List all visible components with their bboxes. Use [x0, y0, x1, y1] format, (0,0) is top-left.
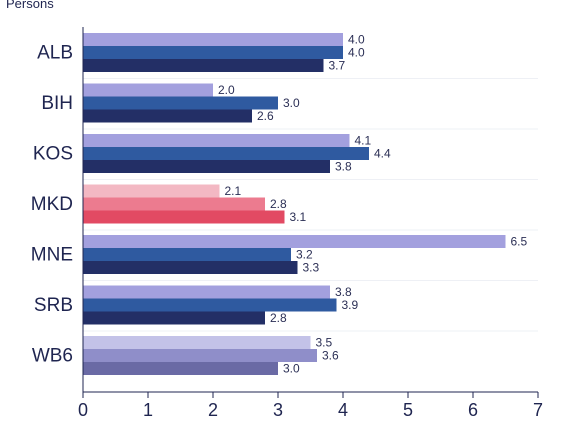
- bar-srb-2: [83, 298, 337, 312]
- data-label-srb-1: 3.8: [335, 285, 352, 299]
- x-tick-label: 0: [78, 400, 88, 420]
- bar-mne-2: [83, 248, 291, 261]
- data-label-kos-1: 4.1: [355, 134, 372, 148]
- x-tick-label: 6: [468, 400, 478, 420]
- data-label-mne-3: 3.3: [303, 261, 320, 275]
- bar-kos-3: [83, 160, 330, 173]
- data-label-alb-3: 3.7: [329, 59, 346, 73]
- data-label-alb-1: 4.0: [348, 33, 365, 47]
- data-label-srb-3: 2.8: [270, 311, 287, 325]
- category-label-mne: MNE: [31, 245, 73, 266]
- bar-mkd-3: [83, 210, 285, 224]
- bar-mkd-1: [83, 184, 220, 198]
- x-tick-label: 5: [403, 400, 413, 420]
- data-label-srb-2: 3.9: [342, 298, 359, 312]
- bar-alb-3: [83, 59, 324, 72]
- data-label-mkd-2: 2.8: [270, 197, 287, 211]
- x-tick-label: 7: [533, 400, 543, 420]
- bar-wb6-2: [83, 349, 317, 362]
- bar-mkd-2: [83, 197, 265, 211]
- unit-label: Persons: [6, 0, 54, 11]
- bar-bih-1: [83, 83, 213, 97]
- x-tick-label: 2: [208, 400, 218, 420]
- bar-kos-1: [83, 134, 350, 147]
- bar-bih-2: [83, 96, 278, 110]
- bar-bih-3: [83, 109, 252, 123]
- data-label-kos-2: 4.4: [374, 147, 391, 161]
- plot-area: 4.04.03.7 ALB 2.0 3.0 2.6 BIH 4.14.4 3.8 KOS 2.1 2…: [31, 27, 543, 420]
- bar-mne-1: [83, 235, 506, 248]
- bar-srb-1: [83, 285, 330, 299]
- x-tick-label: 1: [143, 400, 153, 420]
- data-label-kos-3: 3.8: [335, 160, 352, 174]
- category-label-srb: SRB: [34, 295, 73, 316]
- data-label-mne-1: 6.5: [511, 235, 528, 249]
- bar-wb6-1: [83, 336, 311, 349]
- x-tick-label: 4: [338, 400, 348, 420]
- data-label-bih-2: 3.0: [283, 96, 300, 110]
- bar-wb6-3: [83, 362, 278, 375]
- bar-alb-2: [83, 46, 343, 59]
- category-label-kos: KOS: [33, 144, 73, 165]
- data-label-bih-3: 2.6: [257, 109, 274, 123]
- category-label-mkd: MKD: [31, 194, 73, 215]
- category-label-alb: ALB: [37, 43, 73, 64]
- data-label-wb6-3: 3.0: [283, 362, 300, 376]
- x-tick-label: 3: [273, 400, 283, 420]
- bar-alb-1: [83, 33, 343, 46]
- data-label-wb6-1: 3.5: [316, 336, 333, 350]
- data-label-mkd-3: 3.1: [290, 210, 307, 224]
- data-label-mne-2: 3.2: [296, 248, 313, 262]
- category-label-bih: BIH: [41, 93, 73, 114]
- bar-mne-3: [83, 261, 298, 274]
- data-label-mkd-1: 2.1: [225, 184, 242, 198]
- data-label-bih-1: 2.0: [218, 83, 235, 97]
- data-label-wb6-2: 3.6: [322, 349, 339, 363]
- category-label-wb6: WB6: [32, 346, 73, 367]
- bar-srb-3: [83, 311, 265, 325]
- data-label-alb-2: 4.0: [348, 46, 365, 60]
- bar-kos-2: [83, 147, 369, 160]
